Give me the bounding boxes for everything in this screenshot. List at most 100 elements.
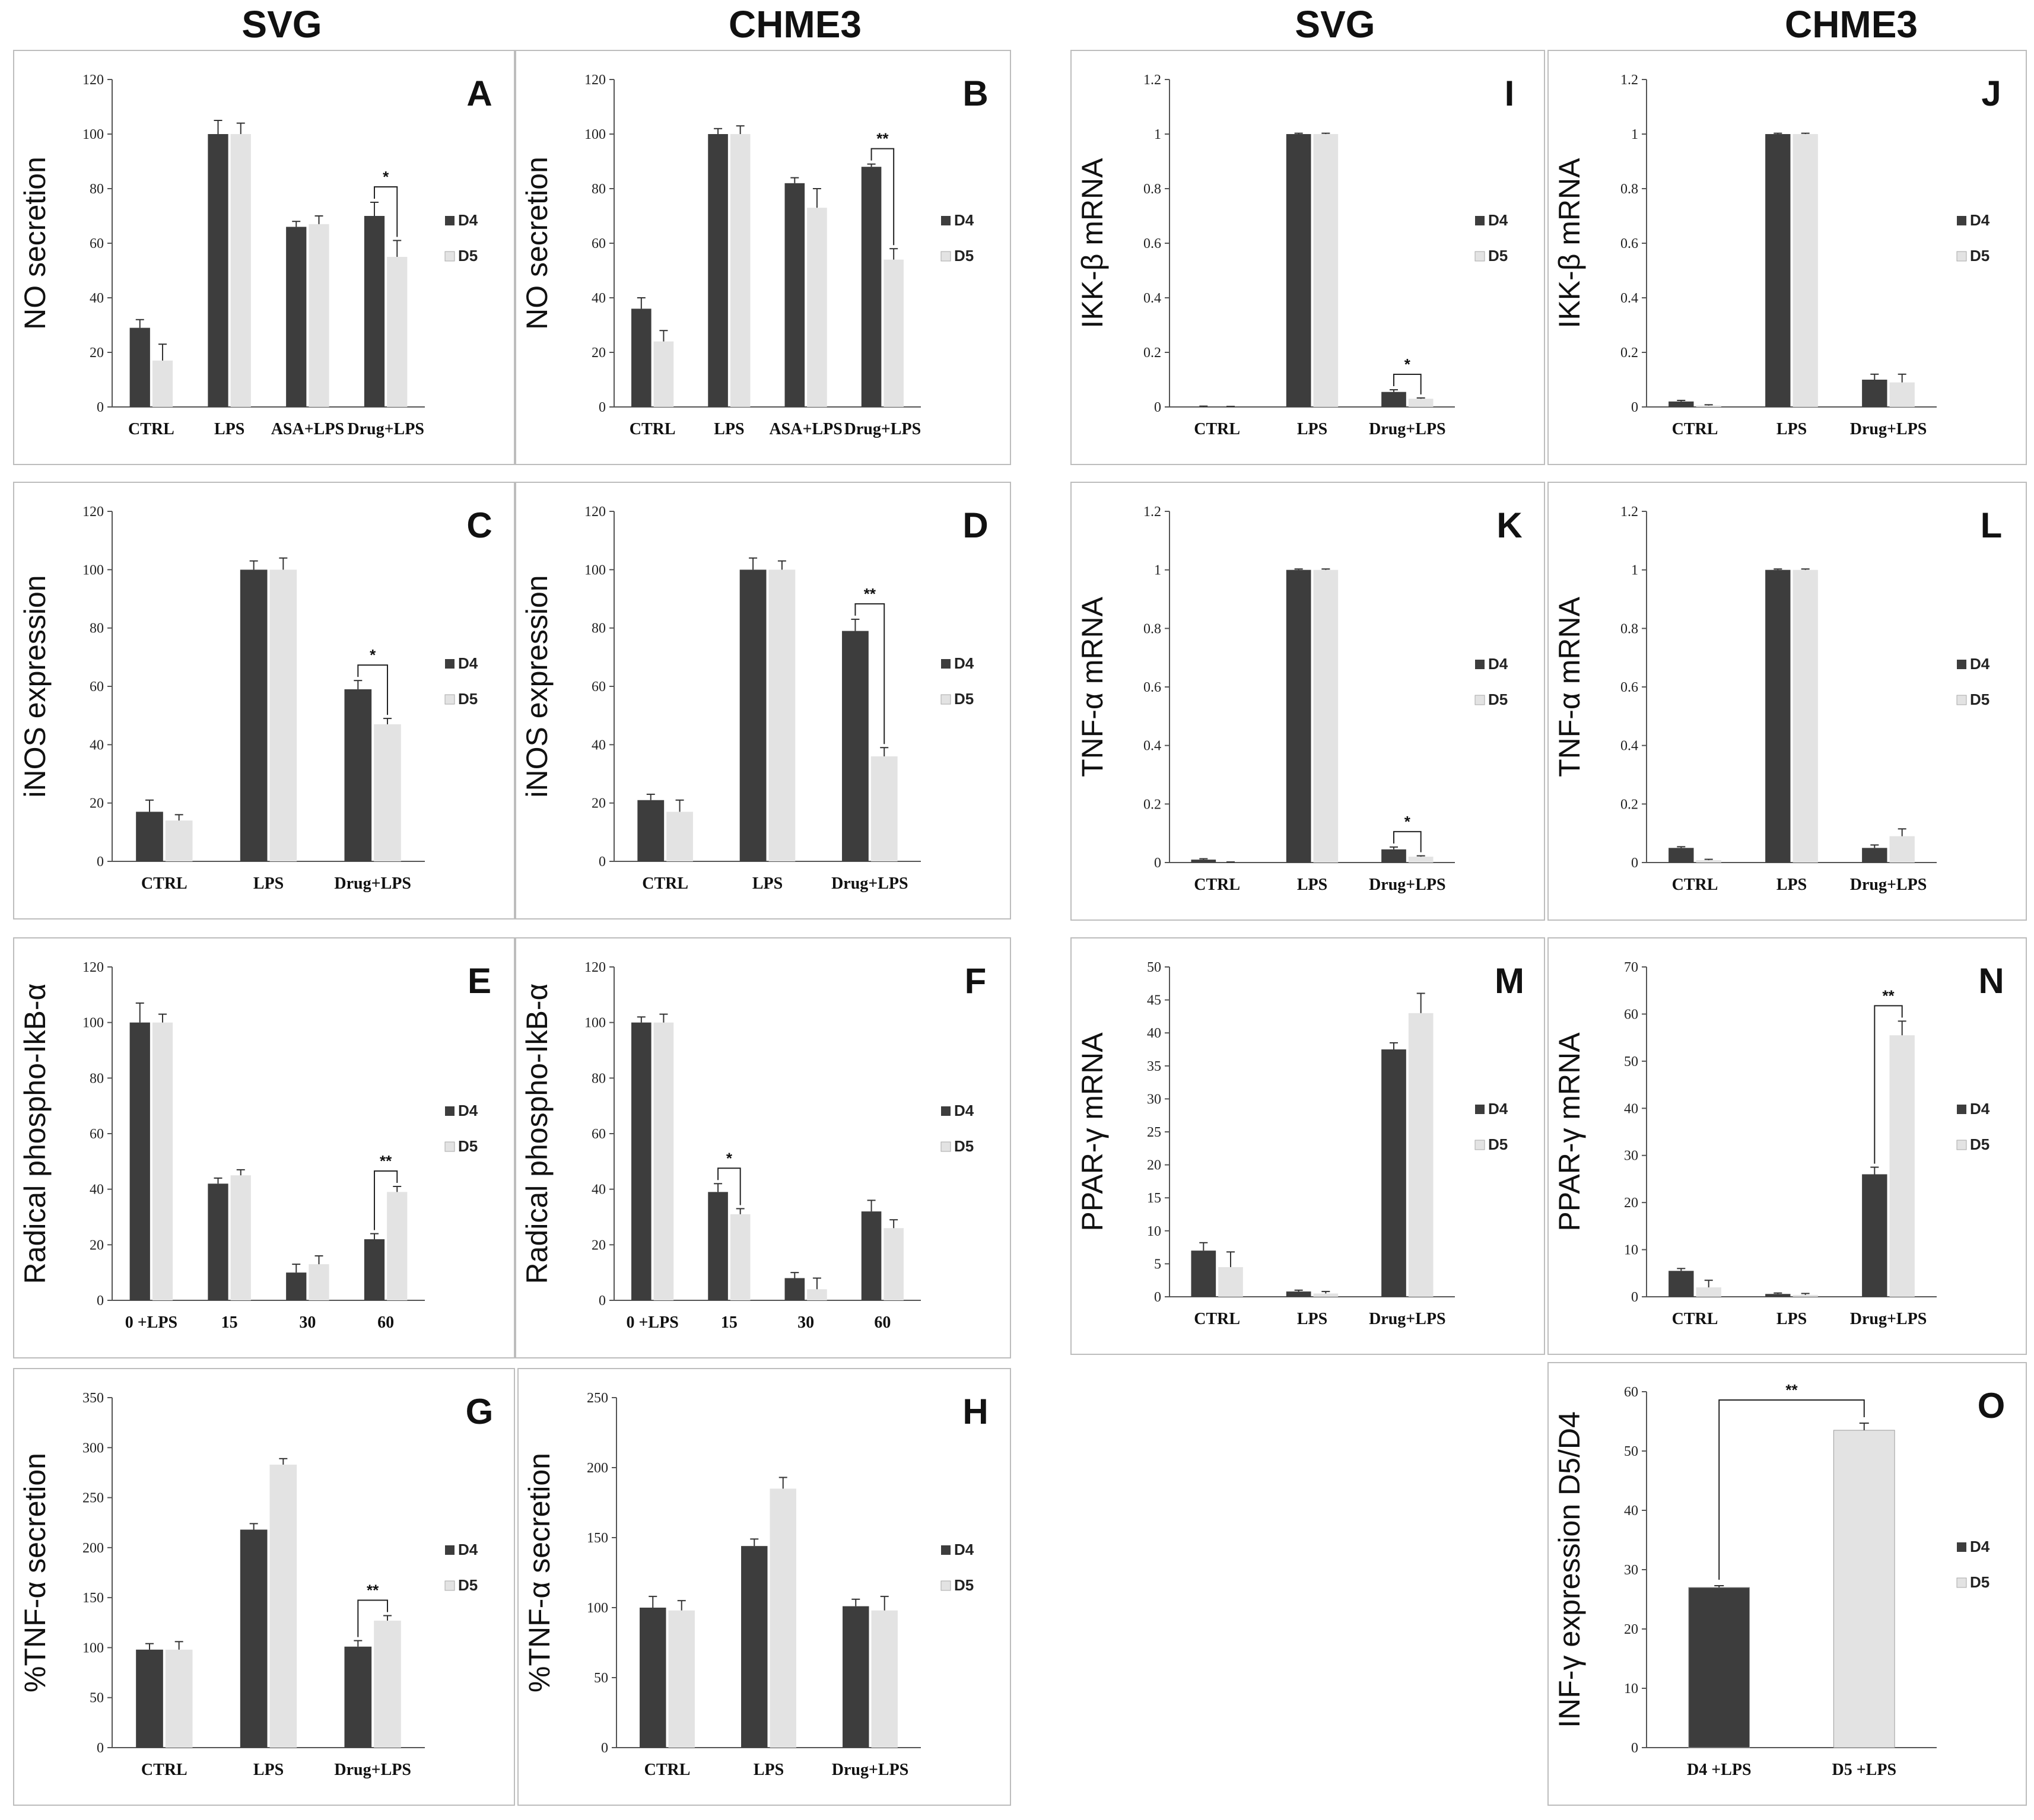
panel-label: O bbox=[1978, 1386, 2006, 1426]
bar-d4-CTRL bbox=[1668, 848, 1694, 863]
legend-swatch-d4 bbox=[445, 1106, 455, 1116]
y-tick-label: 40 bbox=[1147, 1026, 1161, 1041]
panel-K: 0 0.2 0.4 0.6 0.8 1 1.2 TNF-α mRNA K CTRL LPS Drug+… bbox=[1070, 482, 1545, 921]
category-label: CTRL bbox=[1672, 420, 1718, 438]
panel-label: E bbox=[468, 961, 491, 1001]
category-label: Drug+LPS bbox=[1369, 876, 1446, 894]
y-tick-label: 80 bbox=[592, 1071, 606, 1086]
legend-label-d5: D5 bbox=[1970, 1135, 1989, 1153]
category-label: CTRL bbox=[1672, 1310, 1718, 1328]
bar-d5-0 +LPS bbox=[152, 1022, 173, 1300]
bar-d4-LPS bbox=[1765, 1294, 1791, 1297]
chart-J: 0 0.2 0.4 0.6 0.8 1 1.2 IKK-β mRNA J CTRL LPS Drug+… bbox=[1553, 72, 2001, 438]
bar-d4-Drug+LPS bbox=[344, 689, 372, 861]
significance-bracket bbox=[717, 1167, 741, 1205]
category-label: 30 bbox=[299, 1313, 316, 1332]
legend-label-d5: D5 bbox=[1488, 247, 1508, 265]
y-tick-label: 0 bbox=[1631, 1290, 1638, 1305]
bar-d4-Drug+LPS bbox=[344, 1646, 372, 1748]
legend-label-d4: D4 bbox=[954, 211, 974, 229]
legend-label-d4: D4 bbox=[1970, 211, 1990, 229]
y-tick-label: 300 bbox=[82, 1440, 104, 1456]
category-label: CTRL bbox=[1194, 876, 1240, 894]
category-label: LPS bbox=[253, 1761, 284, 1779]
bar-d4-LPS bbox=[1286, 134, 1311, 407]
category-label: Drug+LPS bbox=[1369, 1310, 1446, 1328]
y-tick-label: 0.2 bbox=[1620, 797, 1638, 812]
bar-d4-LPS bbox=[1286, 1291, 1311, 1297]
column-title-svg-right: SVG bbox=[1295, 3, 1375, 46]
significance-bracket bbox=[373, 186, 398, 237]
y-tick-label: 100 bbox=[82, 1640, 104, 1656]
bar-d4-LPS bbox=[240, 569, 268, 861]
legend-swatch-d5 bbox=[1474, 1140, 1485, 1150]
y-tick-label: 200 bbox=[82, 1541, 104, 1556]
y-tick-label: 0.6 bbox=[1620, 680, 1638, 695]
y-tick-label: 40 bbox=[90, 291, 104, 306]
y-tick-label: 1.2 bbox=[1143, 72, 1161, 88]
y-axis-label: iNOS expression bbox=[18, 575, 52, 797]
category-label: ASA+LPS bbox=[769, 420, 842, 438]
bar-d5-LPS bbox=[269, 569, 297, 861]
y-axis-label: IKK-β mRNA bbox=[1553, 158, 1586, 329]
bar-d4-ASA+LPS bbox=[286, 227, 307, 407]
y-tick-label: 10 bbox=[1147, 1224, 1161, 1239]
panel-J: 0 0.2 0.4 0.6 0.8 1 1.2 IKK-β mRNA J CTRL LPS Drug+… bbox=[1547, 50, 2027, 465]
panel-label: K bbox=[1496, 505, 1522, 545]
chart-A: 0 20 40 60 80 100 120 NO secretion A CTRL LPS ASA+L… bbox=[18, 72, 492, 438]
legend-swatch-d4 bbox=[445, 216, 455, 225]
legend-swatch-d4 bbox=[1475, 1105, 1485, 1114]
bar-d5-LPS bbox=[230, 134, 251, 407]
y-tick-label: 50 bbox=[1624, 1054, 1638, 1070]
bar-d5-LPS bbox=[1793, 1294, 1818, 1297]
y-tick-label: 40 bbox=[592, 1182, 606, 1198]
bar-d4-30 bbox=[784, 1278, 805, 1300]
bar-d5-Drug+LPS bbox=[1889, 1035, 1915, 1297]
legend-label-d5: D5 bbox=[458, 690, 478, 708]
bar-d5-CTRL bbox=[165, 1649, 193, 1748]
bar-d4-Drug+LPS bbox=[1381, 392, 1406, 407]
chart-L: 0 0.2 0.4 0.6 0.8 1 1.2 TNF-α mRNA L CTRL LPS Drug+… bbox=[1553, 504, 2002, 894]
panel-G: 0 50 100 150 200 250 300 350 %TNF-α secretion G CT… bbox=[13, 1368, 515, 1806]
y-tick-label: 0.8 bbox=[1143, 621, 1161, 637]
bar-d5-CTRL bbox=[1218, 1267, 1243, 1297]
column-title-svg-left: SVG bbox=[241, 3, 322, 46]
bar-d5-15 bbox=[230, 1175, 251, 1300]
bar-d4-CTRL bbox=[1191, 1251, 1216, 1297]
category-label: 60 bbox=[874, 1313, 891, 1332]
category-label: LPS bbox=[1776, 1310, 1807, 1328]
legend-label-d5: D5 bbox=[458, 1137, 478, 1155]
y-tick-label: 0.4 bbox=[1620, 739, 1638, 754]
legend-label-d4: D4 bbox=[954, 1541, 974, 1558]
bar-d4-CTRL bbox=[136, 1649, 163, 1748]
y-tick-label: 0.2 bbox=[1620, 345, 1638, 361]
legend-swatch-d5 bbox=[940, 1141, 951, 1152]
legend-label-d5: D5 bbox=[458, 247, 478, 265]
legend-swatch-d5 bbox=[940, 694, 951, 705]
legend-swatch-d4 bbox=[1475, 660, 1485, 669]
bar-d5-CTRL bbox=[1696, 860, 1721, 863]
significance-bracket bbox=[1874, 1005, 1903, 1164]
y-tick-label: 60 bbox=[90, 236, 104, 252]
significance-bracket bbox=[1393, 374, 1422, 394]
category-label: LPS bbox=[1297, 1310, 1327, 1328]
y-tick-label: 40 bbox=[90, 737, 104, 753]
y-tick-label: 0.6 bbox=[1143, 236, 1161, 252]
bar-d5-ASA+LPS bbox=[807, 208, 827, 407]
chart-K: 0 0.2 0.4 0.6 0.8 1 1.2 TNF-α mRNA K CTRL LPS Drug+… bbox=[1076, 504, 1523, 894]
significance-bracket bbox=[357, 664, 389, 715]
y-tick-label: 60 bbox=[592, 1127, 606, 1142]
category-label: Drug+LPS bbox=[1850, 876, 1927, 894]
bar-d4-LPS bbox=[739, 569, 767, 861]
chart-B: 0 20 40 60 80 100 120 NO secretion B CTRL LPS ASA+L… bbox=[520, 72, 989, 438]
panel-I: 0 0.2 0.4 0.6 0.8 1 1.2 IKK-β mRNA I CTRL LPS Drug+… bbox=[1070, 50, 1545, 465]
bar-d4-CTRL bbox=[637, 800, 665, 861]
bar-d4-0 +LPS bbox=[631, 1022, 651, 1300]
bar-d5-LPS bbox=[1313, 569, 1339, 863]
significance-marker: ** bbox=[864, 585, 876, 603]
bar-d4-Drug+LPS bbox=[843, 1606, 869, 1748]
significance-marker: ** bbox=[367, 1581, 379, 1599]
y-axis-label: TNF-α mRNA bbox=[1076, 596, 1109, 777]
y-tick-label: 60 bbox=[90, 679, 104, 695]
